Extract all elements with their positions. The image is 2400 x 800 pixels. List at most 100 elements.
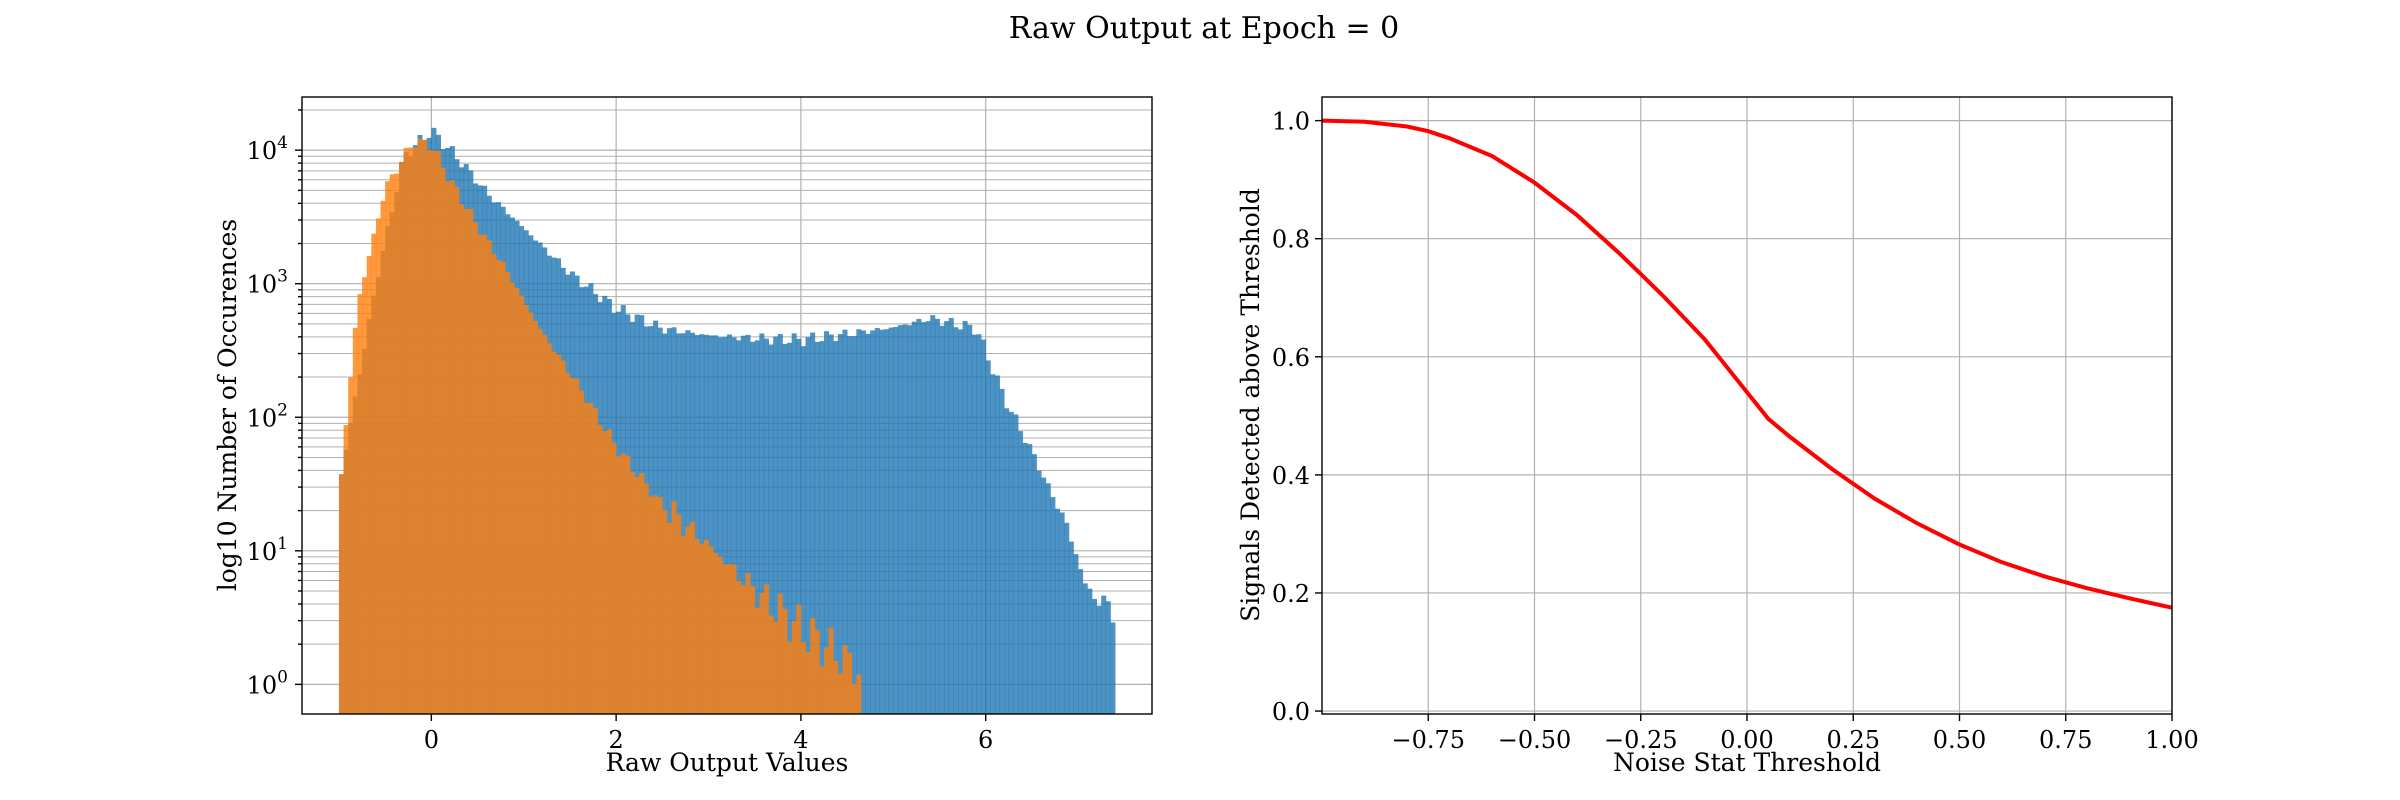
histogram-bar-orange [763,584,769,714]
histogram-y-tick-label: 101 [247,534,288,566]
histogram-bar-orange [703,539,709,714]
histogram-bar-blue [944,321,950,714]
histogram-bar-blue [907,325,913,714]
histogram-x-tick-label: 0 [424,726,439,754]
histogram-bar-blue [1008,411,1014,714]
histogram-bar-blue [856,329,862,714]
line-y-tick-label: 1.0 [1272,108,1310,136]
histogram-bar-blue [810,332,816,714]
histogram-bar-orange [657,497,663,714]
histogram-bar-blue [1059,512,1065,714]
histogram-bar-orange [782,608,788,714]
histogram-bar-orange [639,473,645,714]
histogram-bar-orange [745,573,751,714]
line-x-tick-label: 0.50 [1933,726,1986,754]
histogram-bar-blue [727,334,733,714]
histogram-bar-orange [343,425,349,714]
histogram-bar-orange [625,455,631,714]
histogram-bar-blue [833,341,839,714]
histogram-x-axis-label: Raw Output Values [606,748,849,777]
histogram-bar-blue [819,341,825,714]
histogram-bar-blue [731,337,737,714]
histogram-bar-blue [939,325,945,714]
histogram-bar-blue [953,327,959,714]
histogram-bar-orange [824,647,830,714]
histogram-bar-blue [717,337,723,714]
histogram-y-tick-label: 102 [247,400,288,432]
histogram-bar-orange [671,501,677,714]
histogram-bar-blue [805,337,811,714]
line-y-tick-label: 0.0 [1272,698,1310,726]
histogram-bar-blue [763,338,769,714]
histogram-bar-orange [412,147,418,714]
histogram-bar-orange [680,536,686,714]
histogram-bar-orange [477,234,483,715]
histogram-bar-blue [994,375,1000,714]
histogram-bar-orange [676,514,682,714]
histogram-bar-blue [1096,605,1102,714]
histogram-bar-orange [722,564,728,714]
histogram-bar-blue [879,329,885,714]
histogram-bar-orange [472,222,478,714]
histogram-bar-blue [971,334,977,714]
histogram-bar-blue [1054,508,1061,714]
histogram-axes-frame [301,96,1153,715]
histogram-bar-blue [1022,442,1028,714]
histogram-bar-orange [814,629,820,714]
histogram-bar-orange [375,218,381,714]
histogram-bar-orange [690,521,696,714]
line-y-tick-label: 0.6 [1272,344,1310,372]
line-y-axis-label: Signals Detected above Threshold [1236,188,1265,622]
histogram-bar-orange [357,294,363,714]
histogram-bar-blue [847,336,853,714]
histogram-bar-orange [653,495,659,714]
histogram-bar-blue [888,327,894,714]
histogram-bar-orange [842,645,848,714]
line-x-tick-label: −0.25 [1604,726,1678,754]
line-x-tick-label: −0.50 [1498,726,1572,754]
histogram-bar-blue [1013,414,1019,714]
histogram-bar-blue [1031,454,1037,714]
histogram-bar-blue [1036,470,1042,714]
line-y-tick-label: 0.4 [1272,462,1310,490]
histogram-bar-blue [1041,477,1047,714]
line-y-tick-label: 0.8 [1272,226,1310,254]
line-x-tick-label: 0.75 [2039,726,2092,754]
histogram-bar-orange [819,666,825,714]
histogram-y-axis-label: log10 Number of Occurences [213,219,242,592]
histogram-bar-blue [911,321,917,714]
histogram-bar-blue [759,333,765,714]
histogram-bar-blue [824,331,830,714]
histogram-bar-orange [532,320,538,714]
histogram-bar-orange [468,208,474,715]
histogram-bar-orange [371,233,377,714]
histogram-ticks: 100 101 102 103 104 0 2 4 6 [247,109,993,754]
histogram-bar-blue [842,329,848,714]
histogram-bar-blue [796,338,802,714]
histogram-bar-orange [662,510,668,714]
histogram-bar-blue [782,343,788,714]
histogram-bar-blue [708,335,714,714]
histogram-bar-blue [860,330,866,714]
histogram-bar-orange [496,259,502,714]
histogram-bar-blue [750,341,756,714]
histogram-bar-blue [851,336,857,714]
histogram-bar-orange [694,539,700,714]
histogram-bar-orange [648,496,654,714]
histogram-bar-orange [394,173,400,714]
histogram-bar-blue [925,321,931,714]
histogram-bar-orange [833,660,839,714]
histogram-bar-blue [893,327,899,714]
histogram-bar-blue [713,335,719,714]
histogram-bar-blue [1050,497,1056,714]
line-x-tick-label: 0.25 [1827,726,1880,754]
line-panel: 0.0 0.2 0.4 0.6 0.8 1.0 −0.75 −0.50 −0.25 0.00 0.2… [1236,96,2199,777]
histogram-bar-orange [556,354,562,714]
histogram-bar-orange [588,402,594,714]
histogram-bar-blue [985,360,991,714]
histogram-bar-blue [837,334,843,714]
histogram-bar-blue [1078,569,1084,714]
histogram-bar-orange [482,234,488,714]
histogram-bar-orange [620,453,626,714]
histogram-bar-orange [463,209,469,715]
